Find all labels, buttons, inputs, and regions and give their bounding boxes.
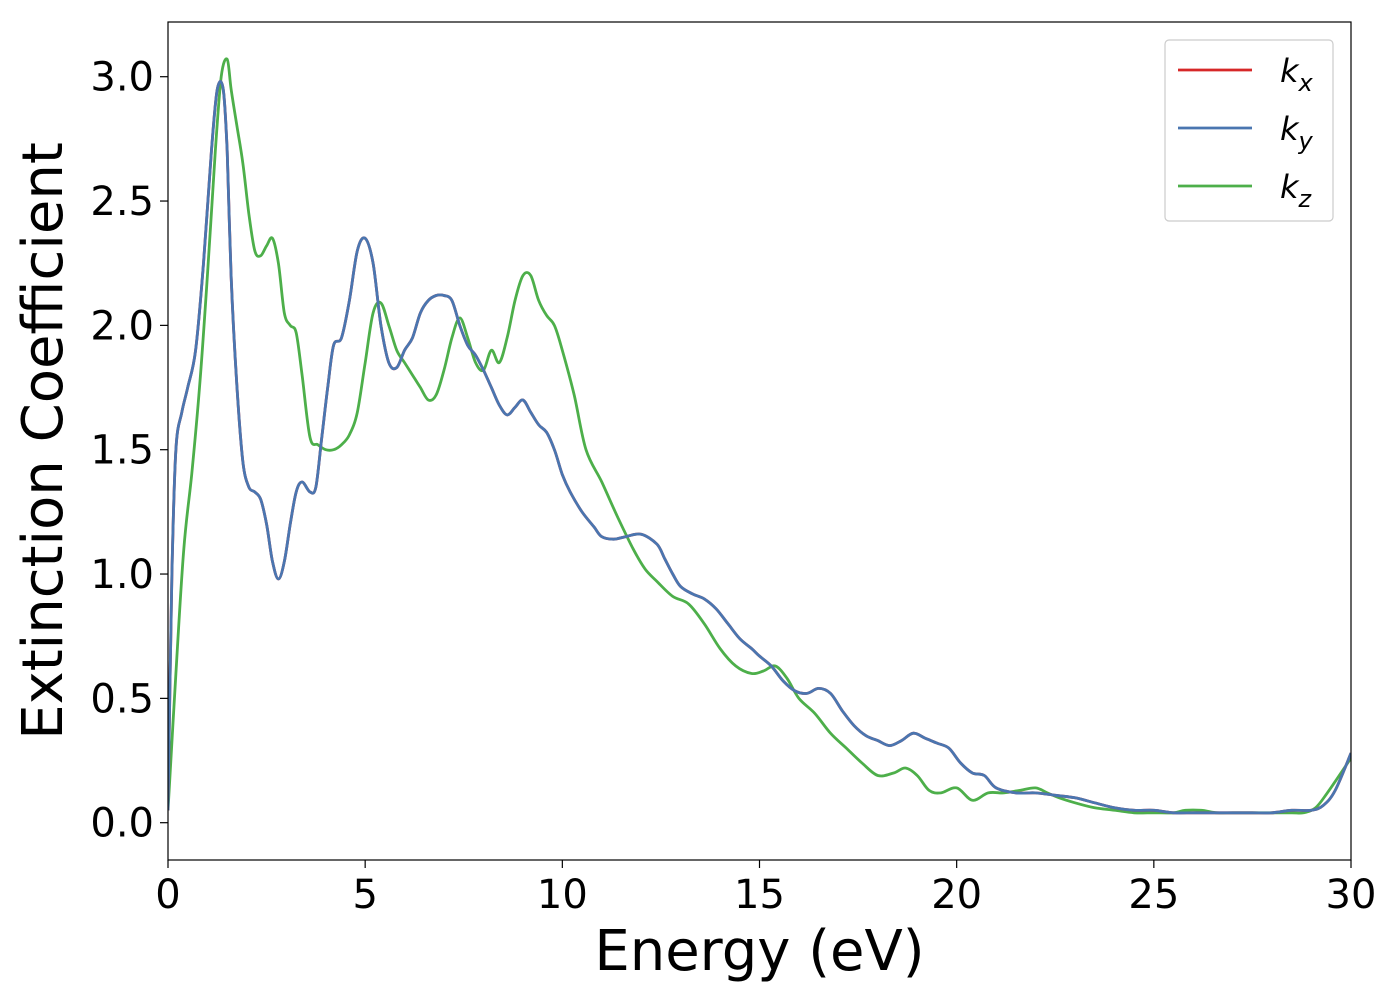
- legend-box: [1164, 39, 1334, 222]
- y-tick-label: 2.0: [90, 303, 154, 349]
- legend-label-ky: ky: [1280, 110, 1314, 155]
- legend-label-subscript: y: [1298, 127, 1314, 155]
- y-axis: 0.0 0.5 1.0 1.5 2.0 2.5 3.0: [90, 55, 168, 847]
- series-line-ky: [168, 79, 1351, 815]
- x-tick-label: 15: [734, 872, 785, 918]
- y-axis-title: Extinction Coefficient: [11, 142, 76, 740]
- x-tick-label: 20: [931, 872, 982, 918]
- y-tick-label: 1.5: [90, 428, 154, 474]
- legend-label-main: k: [1280, 168, 1300, 206]
- series-layer: [168, 57, 1351, 815]
- x-tick-label: 5: [352, 872, 377, 918]
- legend-label-main: k: [1280, 52, 1300, 90]
- legend-label-subscript: z: [1298, 185, 1313, 213]
- x-axis-title: Energy (eV): [594, 919, 924, 984]
- legend-label-kx: kx: [1280, 52, 1314, 97]
- y-tick-label: 3.0: [90, 55, 154, 101]
- legend-label-main: k: [1280, 110, 1300, 148]
- y-tick-label: 0.0: [90, 801, 154, 847]
- x-tick-label: 30: [1326, 872, 1377, 918]
- legend-label-subscript: x: [1298, 69, 1314, 97]
- legend-label-kz: kz: [1280, 168, 1313, 213]
- x-tick-label: 10: [537, 872, 588, 918]
- x-tick-label: 0: [155, 872, 180, 918]
- y-tick-label: 0.5: [90, 676, 154, 722]
- y-tick-label: 2.5: [90, 179, 154, 225]
- x-axis: 0 5 10 15 20 25 30: [155, 860, 1376, 918]
- y-tick-label: 1.0: [90, 552, 154, 598]
- x-tick-label: 25: [1128, 872, 1179, 918]
